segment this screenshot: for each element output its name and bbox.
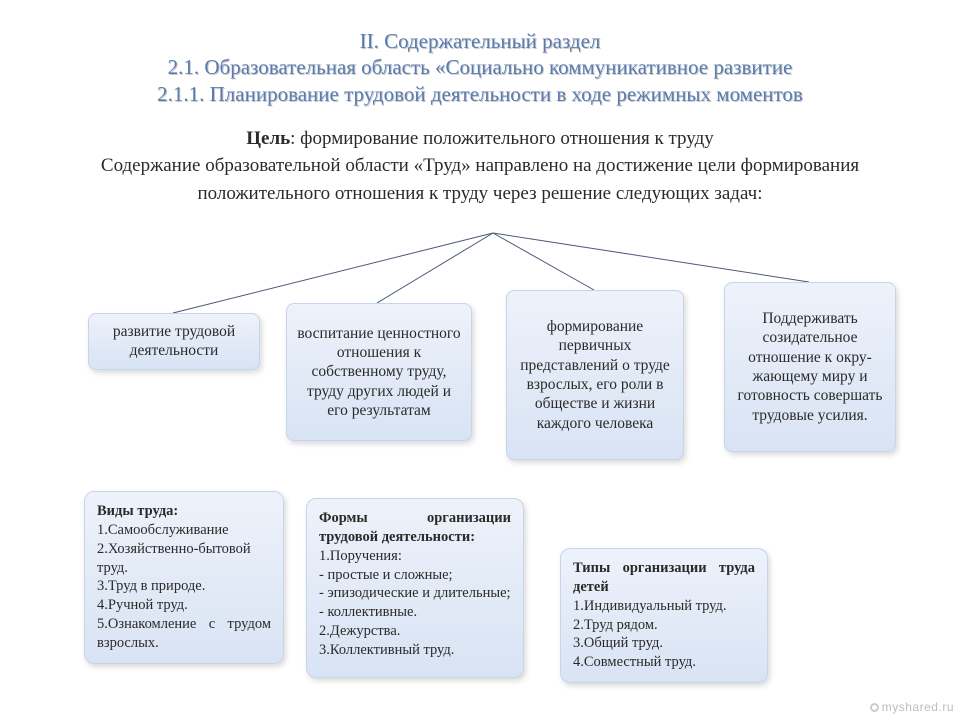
watermark: myshared.ru bbox=[870, 700, 954, 714]
task-box-1: развитие трудовой деятельности bbox=[88, 313, 260, 370]
watermark-text: myshared.ru bbox=[882, 700, 954, 714]
forms-of-organization-item-6: 3.Коллективный труд. bbox=[319, 641, 511, 660]
forms-of-organization-item-4: - коллективные. bbox=[319, 603, 511, 622]
title-line-2: 2.1. Образовательная область «Социально … bbox=[0, 54, 960, 80]
forms-of-organization-heading: Формы организации трудовой деятельности: bbox=[319, 509, 511, 547]
watermark-icon bbox=[870, 703, 879, 712]
forms-of-organization-item-5: 2.Дежурства. bbox=[319, 622, 511, 641]
types-of-child-labor-organization-heading: Типы организации труда детей bbox=[573, 559, 755, 597]
intro-text: Цель: формирование положительного отноше… bbox=[0, 125, 960, 208]
types-of-work-item-2: 2.Хозяйственно-бытовой труд. bbox=[97, 540, 271, 578]
types-of-work-item-4: 4.Ручной труд. bbox=[97, 596, 271, 615]
types-of-child-labor-organization-item-2: 2.Труд рядом. bbox=[573, 616, 755, 635]
types-of-work-item-1: 1.Самообслуживание bbox=[97, 521, 271, 540]
task-box-4: Поддерживать созидательное отношение к о… bbox=[724, 282, 896, 452]
connector-line-4 bbox=[493, 233, 809, 282]
types-of-child-labor-organization-item-3: 3.Общий труд. bbox=[573, 634, 755, 653]
connector-line-2 bbox=[377, 233, 493, 303]
forms-of-organization-item-2: - простые и сложные; bbox=[319, 566, 511, 585]
title-line-1: II. Содержательный раздел bbox=[0, 28, 960, 54]
types-of-child-labor-organization-item-4: 4.Совместный труд. bbox=[573, 653, 755, 672]
connector-line-1 bbox=[173, 233, 493, 313]
title-block: II. Содержательный раздел 2.1. Образоват… bbox=[0, 0, 960, 107]
forms-of-organization-item-3: - эпизодические и длительные; bbox=[319, 584, 511, 603]
types-of-child-labor-organization-item-1: 1.Индивидуальный труд. bbox=[573, 597, 755, 616]
goal-label: Цель bbox=[246, 128, 290, 149]
goal-text: : формирование положительного отношения … bbox=[290, 128, 714, 149]
types-of-work-item-3: 3.Труд в природе. bbox=[97, 577, 271, 596]
types-of-work-heading: Виды труда: bbox=[97, 502, 271, 521]
task-box-2: воспитание ценностного отношения к собст… bbox=[286, 303, 472, 441]
intro-paragraph: Содержание образовательной области «Труд… bbox=[40, 152, 920, 207]
types-of-work: Виды труда:1.Самообслуживание2.Хозяйстве… bbox=[84, 491, 284, 664]
types-of-work-item-5: 5.Ознакомление с трудом взрослых. bbox=[97, 615, 271, 653]
forms-of-organization: Формы организации трудовой деятельности:… bbox=[306, 498, 524, 678]
types-of-child-labor-organization: Типы организации труда детей1.Индивидуал… bbox=[560, 548, 768, 683]
title-line-3: 2.1.1. Планирование трудовой деятельност… bbox=[0, 81, 960, 107]
connector-line-3 bbox=[493, 233, 594, 290]
forms-of-organization-item-1: 1.Поручения: bbox=[319, 547, 511, 566]
task-box-3: формирование первичных представлений о т… bbox=[506, 290, 684, 460]
